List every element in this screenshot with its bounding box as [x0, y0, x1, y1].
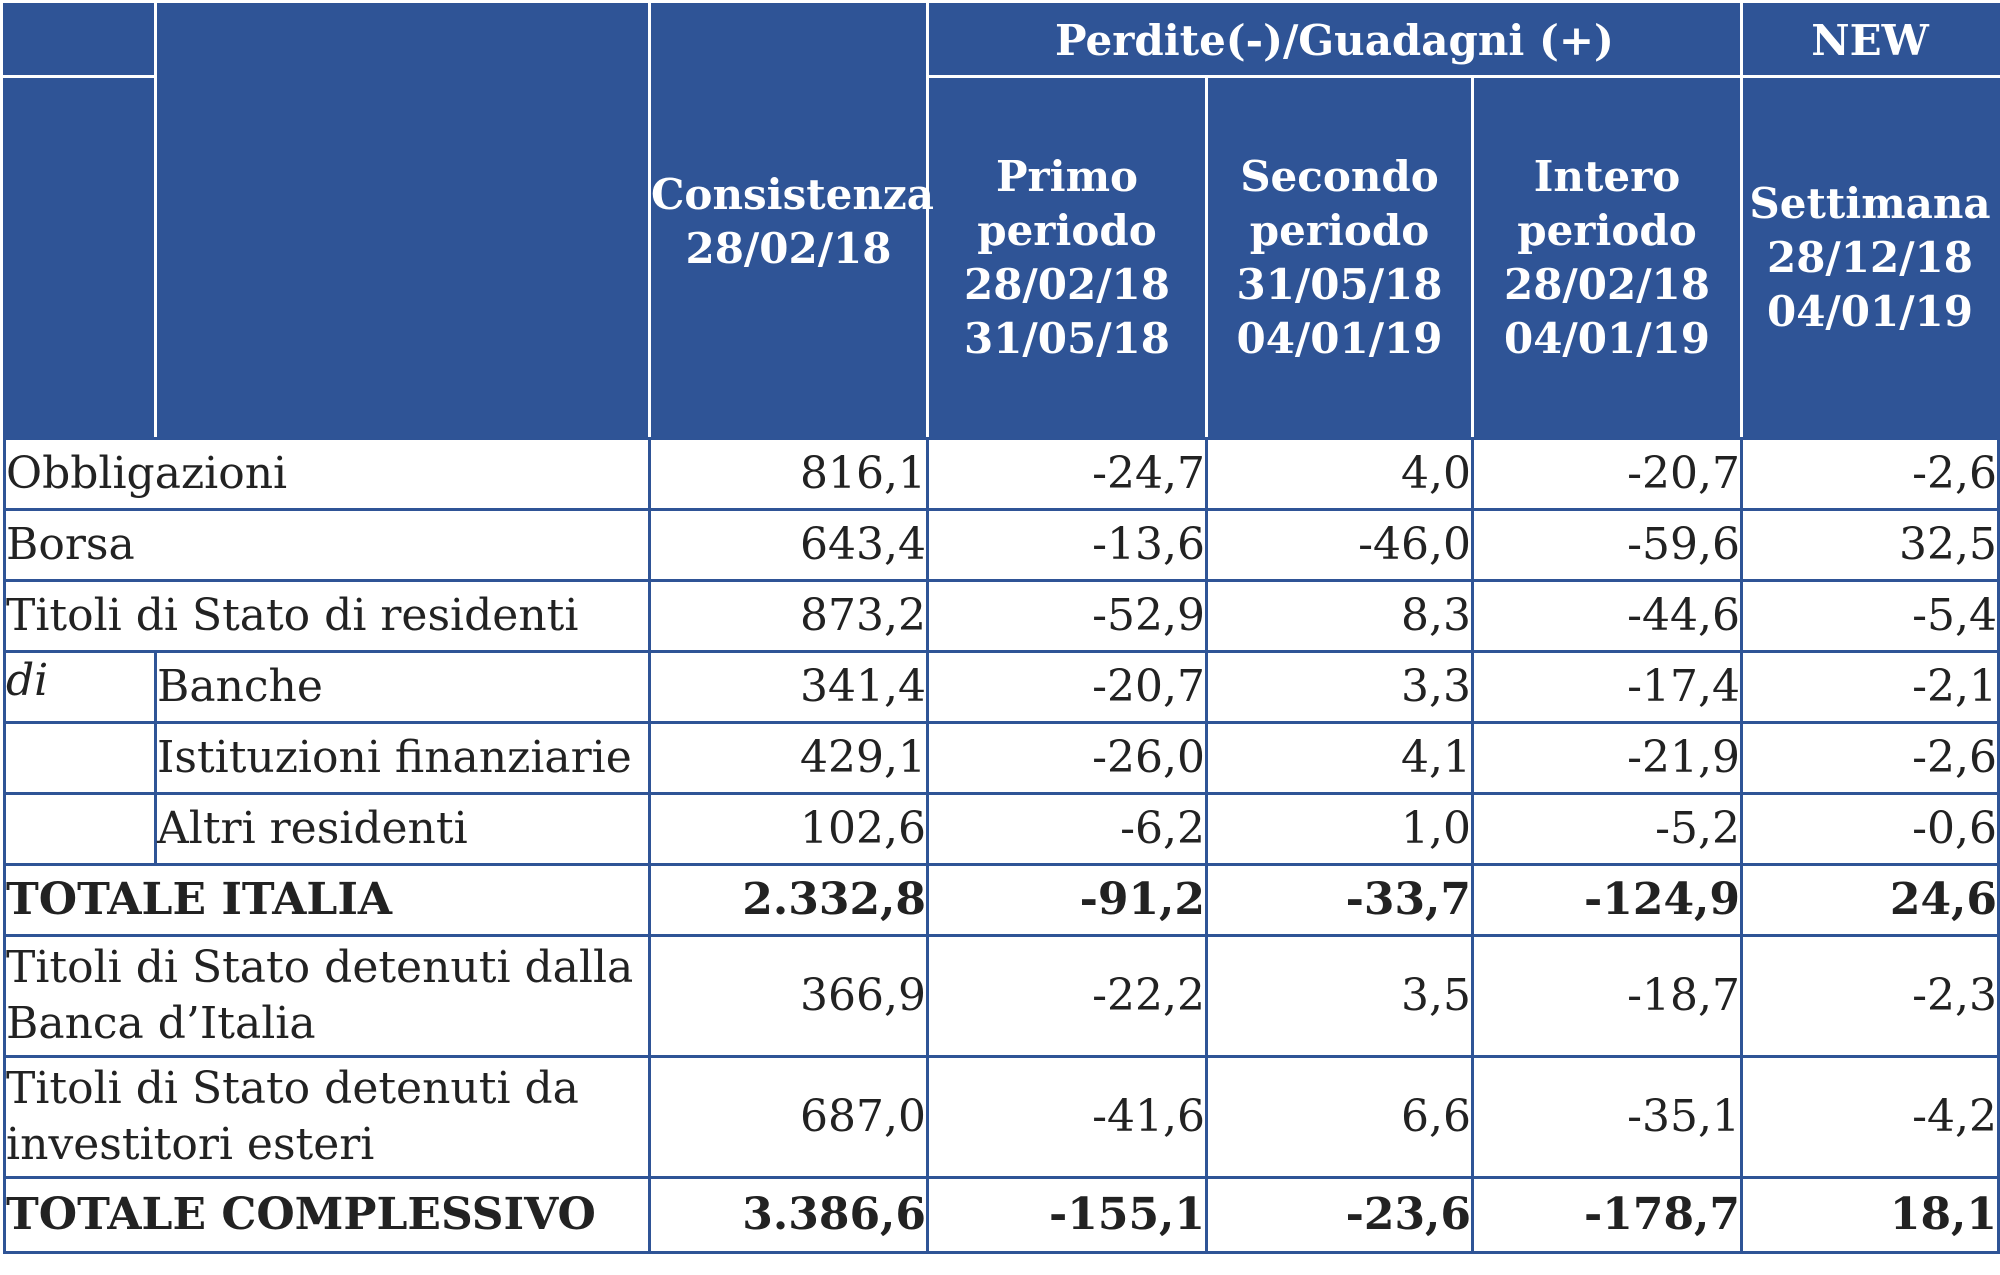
table-row: Borsa 643,4 -13,6 -46,0 -59,6 32,5	[3, 508, 2000, 582]
cell-intero: -124,9	[1471, 863, 1743, 937]
cell-settimana: -2,1	[1740, 650, 2000, 724]
cell-consistenza: 687,0	[648, 1055, 929, 1179]
cell-primo: -41,6	[926, 1055, 1208, 1179]
row-label: TOTALE ITALIA	[3, 863, 651, 937]
cell-settimana: 24,6	[1740, 863, 2000, 937]
cell-primo: -24,7	[926, 437, 1208, 511]
cell-settimana: 18,1	[1740, 1176, 2000, 1254]
row-label: Obbligazioni	[3, 437, 651, 511]
cell-settimana: -2,6	[1740, 721, 2000, 795]
cell-secondo: 3,3	[1205, 650, 1474, 724]
row-prefix-empty	[3, 792, 157, 866]
cell-secondo: -46,0	[1205, 508, 1474, 582]
row-label: Istituzioni finanziarie	[154, 721, 651, 795]
cell-intero: -21,9	[1471, 721, 1743, 795]
cell-consistenza: 3.386,6	[648, 1176, 929, 1254]
header-consistenza: Consistenza 28/02/18	[648, 3, 934, 440]
table-header: Consistenza 28/02/18 Perdite(-)/Guadagni…	[3, 3, 2000, 440]
cell-primo: -6,2	[926, 792, 1208, 866]
cell-primo: -52,9	[926, 579, 1208, 653]
row-label: TOTALE COMPLESSIVO	[3, 1176, 651, 1254]
cell-settimana: -5,4	[1740, 579, 2000, 653]
cell-primo: -20,7	[926, 650, 1208, 724]
header-secondo-periodo: Secondo periodo 31/05/18 04/01/19	[1205, 75, 1474, 440]
table-row: Titoli di Stato di residenti 873,2 -52,9…	[3, 579, 2000, 653]
row-label: Altri residenti	[154, 792, 651, 866]
cell-secondo: 4,1	[1205, 721, 1474, 795]
cell-primo: -13,6	[926, 508, 1208, 582]
cell-consistenza: 429,1	[648, 721, 929, 795]
cell-secondo: 8,3	[1205, 579, 1474, 653]
header-empty-1	[3, 3, 157, 78]
header-empty-3	[3, 75, 157, 440]
table-row: di Banche 341,4 -20,7 3,3 -17,4 -2,1	[3, 650, 2000, 724]
cell-primo: -22,2	[926, 934, 1208, 1058]
row-label: Banche	[154, 650, 651, 724]
table-row: Istituzioni finanziarie 429,1 -26,0 4,1 …	[3, 721, 2000, 795]
cell-intero: -35,1	[1471, 1055, 1743, 1179]
cell-primo: -155,1	[926, 1176, 1208, 1254]
cell-intero: -20,7	[1471, 437, 1743, 511]
losses-gains-table: Consistenza 28/02/18 Perdite(-)/Guadagni…	[3, 3, 2000, 1254]
cell-secondo: -33,7	[1205, 863, 1474, 937]
table-row: Titoli di Stato detenuti da investitori …	[3, 1055, 2000, 1179]
cell-intero: -178,7	[1471, 1176, 1743, 1254]
header-settimana: Settimana 28/12/18 04/01/19	[1740, 75, 2000, 440]
row-prefix-empty	[3, 721, 157, 795]
cell-consistenza: 873,2	[648, 579, 929, 653]
cell-settimana: -2,3	[1740, 934, 2000, 1058]
cell-secondo: 6,6	[1205, 1055, 1474, 1179]
cell-secondo: 4,0	[1205, 437, 1474, 511]
cell-intero: -44,6	[1471, 579, 1743, 653]
cell-consistenza: 816,1	[648, 437, 929, 511]
cell-secondo: -23,6	[1205, 1176, 1474, 1254]
cell-intero: -5,2	[1471, 792, 1743, 866]
cell-secondo: 3,5	[1205, 934, 1474, 1058]
row-label: Titoli di Stato detenuti da investitori …	[3, 1055, 651, 1179]
cell-consistenza: 341,4	[648, 650, 929, 724]
cell-intero: -17,4	[1471, 650, 1743, 724]
table-row: Obbligazioni 816,1 -24,7 4,0 -20,7 -2,6	[3, 437, 2000, 511]
table-row: Altri residenti 102,6 -6,2 1,0 -5,2 -0,6	[3, 792, 2000, 866]
cell-consistenza: 643,4	[648, 508, 929, 582]
header-intero-periodo: Intero periodo 28/02/18 04/01/19	[1471, 75, 1743, 440]
table-row-total: TOTALE COMPLESSIVO 3.386,6 -155,1 -23,6 …	[3, 1176, 2000, 1254]
cell-consistenza: 366,9	[648, 934, 929, 1058]
cell-intero: -59,6	[1471, 508, 1743, 582]
cell-settimana: -4,2	[1740, 1055, 2000, 1179]
header-group-perdite-guadagni: Perdite(-)/Guadagni (+)	[926, 3, 1743, 78]
table-body: Obbligazioni 816,1 -24,7 4,0 -20,7 -2,6 …	[3, 437, 2000, 1254]
cell-consistenza: 102,6	[648, 792, 929, 866]
cell-settimana: -0,6	[1740, 792, 2000, 866]
cell-consistenza: 2.332,8	[648, 863, 929, 937]
row-label: Titoli di Stato detenuti dalla Banca d’I…	[3, 934, 651, 1058]
row-label: Borsa	[3, 508, 651, 582]
header-primo-periodo: Primo periodo 28/02/18 31/05/18	[926, 75, 1208, 440]
cell-intero: -18,7	[1471, 934, 1743, 1058]
row-prefix: di	[3, 650, 157, 724]
cell-settimana: -2,6	[1740, 437, 2000, 511]
row-label: Titoli di Stato di residenti	[3, 579, 651, 653]
table-row-total: TOTALE ITALIA 2.332,8 -91,2 -33,7 -124,9…	[3, 863, 2000, 937]
cell-secondo: 1,0	[1205, 792, 1474, 866]
table-row: Titoli di Stato detenuti dalla Banca d’I…	[3, 934, 2000, 1058]
cell-settimana: 32,5	[1740, 508, 2000, 582]
cell-primo: -26,0	[926, 721, 1208, 795]
header-empty-2	[154, 3, 651, 440]
cell-primo: -91,2	[926, 863, 1208, 937]
header-new: NEW	[1740, 3, 2000, 78]
